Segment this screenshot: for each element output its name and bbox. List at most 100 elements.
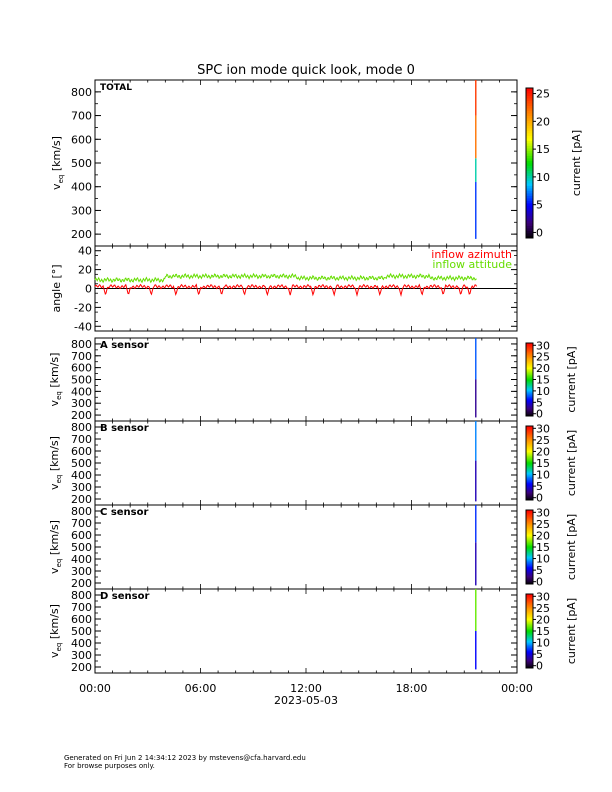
colorbar-band — [526, 346, 533, 349]
y-axis-label: veq [km/s] — [48, 604, 63, 658]
colorbar-band — [526, 389, 533, 391]
colorbar-tick-label: 20 — [536, 115, 550, 128]
colorbar-band — [526, 455, 533, 458]
colorbar-band — [526, 170, 533, 174]
colorbar-band — [526, 367, 533, 369]
colorbar-tick-label: 0 — [536, 226, 543, 239]
colorbar-band — [526, 617, 533, 620]
colorbar-band — [526, 200, 533, 204]
colorbar-band — [526, 118, 533, 121]
colorbar-band — [526, 640, 533, 643]
colorbar-band — [526, 380, 533, 383]
colorbar-band — [526, 581, 533, 584]
colorbar-band — [526, 560, 533, 563]
y-tick-label: 200 — [71, 228, 92, 241]
y-tick-label: 800 — [71, 505, 92, 518]
colorbar-band — [526, 481, 533, 484]
colorbar-band — [526, 395, 533, 397]
colorbar-band — [526, 408, 533, 411]
y-axis-label: veq [km/s] — [48, 520, 63, 574]
colorbar-band — [526, 356, 533, 358]
colorbar-band — [526, 629, 533, 632]
data-strip-segment — [475, 379, 477, 418]
colorbar-band — [526, 385, 533, 388]
colorbar-band — [526, 475, 533, 477]
colorbar-band — [526, 140, 533, 144]
colorbar-band — [526, 456, 533, 459]
colorbar-band — [526, 402, 533, 405]
colorbar-band — [526, 600, 533, 602]
colorbar-band — [526, 350, 533, 352]
colorbar-band — [526, 608, 533, 611]
y-axis-label-symbol: v — [48, 399, 61, 406]
colorbar-band — [526, 210, 533, 214]
legend-entry-inflow-azimuth: inflow azimuth — [431, 248, 512, 261]
y-axis-label: veq [km/s] — [48, 436, 63, 490]
colorbar-band — [526, 563, 533, 565]
colorbar-tick-label: 15 — [536, 625, 550, 638]
legend-entry-inflow-attitude: inflow attitude — [432, 258, 512, 271]
colorbar-band — [526, 360, 533, 362]
colorbar-band — [526, 540, 533, 543]
y-tick-label: 500 — [71, 457, 92, 470]
plot-frame — [94, 504, 518, 590]
colorbar-band — [526, 510, 533, 512]
colorbar-band — [526, 570, 533, 573]
colorbar-band — [526, 412, 533, 414]
colorbar-band — [526, 660, 533, 663]
colorbar-frame — [525, 87, 534, 239]
colorbar-band — [526, 394, 533, 396]
panel-label: TOTAL — [100, 83, 132, 93]
colorbar-band — [526, 522, 533, 524]
colorbar-band — [526, 512, 533, 515]
colorbar-band — [526, 513, 533, 516]
colorbar-band — [526, 188, 533, 191]
colorbar-band — [526, 225, 533, 229]
colorbar-band — [526, 598, 533, 601]
colorbar-band — [526, 480, 533, 482]
colorbar-band — [526, 460, 533, 463]
colorbar-band — [526, 115, 533, 119]
colorbar-band — [526, 347, 533, 350]
colorbar-band — [526, 366, 533, 368]
colorbar-band — [526, 453, 533, 455]
colorbar-band — [526, 559, 533, 561]
colorbar-band — [526, 550, 533, 553]
colorbar-band — [526, 120, 533, 124]
colorbar-band — [526, 103, 533, 106]
y-tick-label: 300 — [71, 481, 92, 494]
colorbar-band — [526, 381, 533, 384]
y-tick-label: 500 — [71, 541, 92, 554]
colorbar-band — [526, 539, 533, 542]
data-strip-segment — [475, 338, 477, 380]
colorbar-band — [526, 477, 533, 480]
colorbar-band — [526, 567, 533, 570]
colorbar-band — [526, 440, 533, 443]
colorbar-band — [526, 110, 533, 114]
colorbar-band — [526, 619, 533, 622]
colorbar-band — [526, 527, 533, 529]
colorbar-band — [526, 469, 533, 471]
colorbar-band — [526, 487, 533, 490]
y-tick-label: 400 — [71, 553, 92, 566]
colorbar-band — [526, 595, 533, 597]
colorbar-band — [526, 372, 533, 374]
colorbar-band — [526, 649, 533, 652]
y-tick-label: 600 — [71, 445, 92, 458]
colorbar-band — [526, 383, 533, 385]
colorbar-band — [526, 215, 533, 219]
colorbar-tick-label: 20 — [536, 362, 550, 375]
colorbar-band — [526, 651, 533, 654]
colorbar-band — [526, 650, 533, 653]
colorbar-band — [526, 612, 533, 615]
colorbar-band — [526, 548, 533, 550]
colorbar-band — [526, 378, 533, 380]
colorbar-band — [526, 603, 533, 606]
plot-frame — [94, 588, 518, 674]
colorbar-band — [526, 618, 533, 621]
colorbar-band — [526, 602, 533, 605]
y-axis-label-symbol: v — [48, 651, 61, 658]
